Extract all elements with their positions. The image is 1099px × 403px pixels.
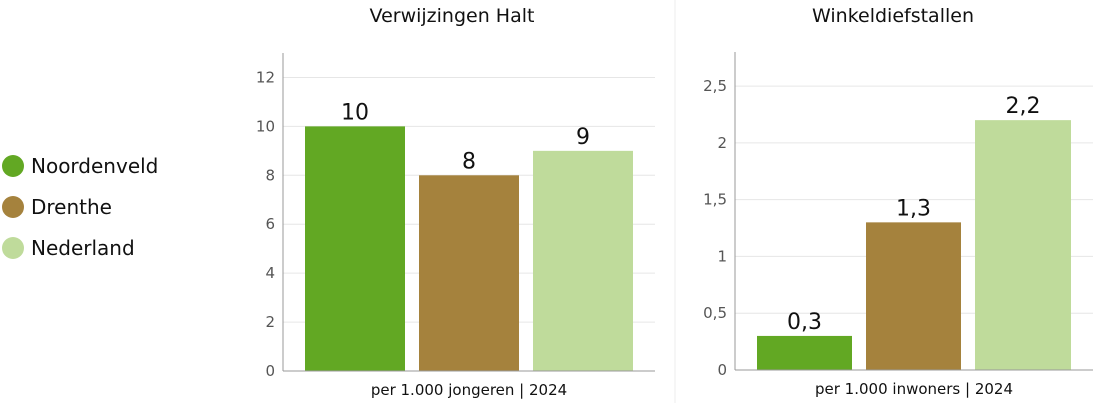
data-label: 2,2: [1006, 94, 1041, 119]
data-label: 1,3: [896, 196, 931, 221]
bar-drenthe: [419, 175, 519, 371]
x-axis-label: per 1.000 jongeren | 2024: [371, 381, 567, 399]
chart-title: Verwijzingen Halt: [370, 5, 535, 27]
y-tick-label: 1,5: [703, 191, 727, 209]
legend-item-noordenveld[interactable]: Noordenveld: [2, 145, 158, 186]
legend-label: Noordenveld: [31, 153, 159, 178]
y-tick-label: 12: [256, 68, 275, 86]
bar-nederland: [975, 120, 1071, 371]
y-tick-label: 0: [265, 362, 275, 380]
y-tick-label: 8: [265, 166, 275, 184]
legend-item-nederland[interactable]: Nederland: [2, 227, 158, 268]
y-tick-label: 2: [717, 134, 727, 152]
legend-swatch: [2, 236, 24, 259]
data-label: 10: [341, 100, 369, 125]
legend-label: Nederland: [31, 235, 135, 260]
data-label: 0,3: [787, 310, 822, 335]
x-axis-label: per 1.000 inwoners | 2024: [815, 380, 1013, 398]
y-tick-label: 2: [265, 313, 275, 331]
y-tick-label: 0: [717, 361, 727, 379]
data-label: 8: [462, 149, 476, 174]
legend-item-drenthe[interactable]: Drenthe: [2, 186, 158, 227]
legend: Noordenveld Drenthe Nederland: [2, 145, 158, 268]
legend-swatch: [2, 154, 24, 177]
legend-label: Drenthe: [31, 194, 112, 219]
data-label: 9: [576, 125, 590, 150]
bar-noordenveld: [757, 335, 852, 370]
chart-title: Winkeldiefstallen: [812, 5, 974, 27]
y-tick-label: 4: [265, 264, 275, 282]
legend-swatch: [2, 195, 24, 218]
y-tick-label: 2,5: [703, 77, 727, 95]
bar-nederland: [533, 150, 633, 371]
y-tick-label: 6: [265, 215, 275, 233]
y-tick-label: 0,5: [703, 304, 727, 322]
y-tick-label: 1: [717, 247, 727, 265]
bar-drenthe: [866, 222, 961, 370]
bar-noordenveld: [305, 126, 405, 371]
y-tick-label: 10: [256, 117, 275, 135]
